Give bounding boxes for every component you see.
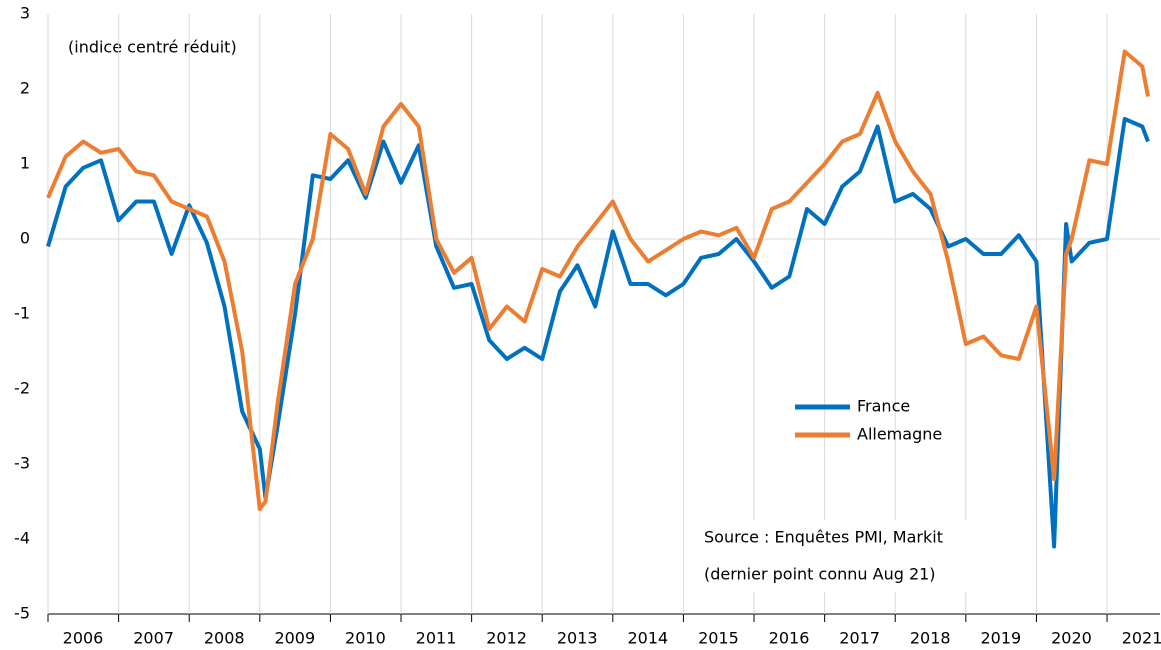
x-tick-label: 2010	[345, 629, 386, 648]
x-tick-label: 2019	[980, 629, 1021, 648]
x-tick-label: 2009	[274, 629, 315, 648]
annotation: (indice centré réduit)	[68, 38, 237, 57]
x-tick-label: 2014	[627, 629, 668, 648]
x-tick-label: 2013	[557, 629, 598, 648]
x-tick-label: 2020	[1051, 629, 1092, 648]
x-tick-label: 2006	[63, 629, 104, 648]
annotation: Source : Enquêtes PMI, Markit	[704, 528, 943, 547]
y-tick-label: -5	[14, 604, 30, 623]
x-tick-label: 2012	[486, 629, 527, 648]
annotation: (dernier point connu Aug 21)	[704, 565, 936, 584]
legend-label: France	[857, 397, 910, 416]
x-tick-label: 2011	[416, 629, 457, 648]
series-line	[46, 49, 1150, 511]
y-tick-label: -3	[14, 454, 30, 473]
x-tick-label: 2016	[769, 629, 810, 648]
x-tick-label: 2008	[204, 629, 245, 648]
x-tick-label: 2021	[1122, 629, 1161, 648]
y-tick-label: 2	[20, 79, 30, 98]
y-tick-label: 3	[20, 4, 30, 23]
y-tick-label: -2	[14, 379, 30, 398]
y-tick-label: -1	[14, 304, 30, 323]
source-background	[700, 520, 990, 592]
x-tick-label: 2007	[133, 629, 174, 648]
x-tick-label: 2018	[910, 629, 951, 648]
x-tick-label: 2017	[839, 629, 880, 648]
legend-label: Allemagne	[857, 425, 942, 444]
series-line	[46, 117, 1150, 549]
x-tick-label: 2015	[698, 629, 739, 648]
y-tick-label: -4	[14, 529, 30, 548]
y-tick-label: 0	[20, 229, 30, 248]
y-tick-label: 1	[20, 154, 30, 173]
